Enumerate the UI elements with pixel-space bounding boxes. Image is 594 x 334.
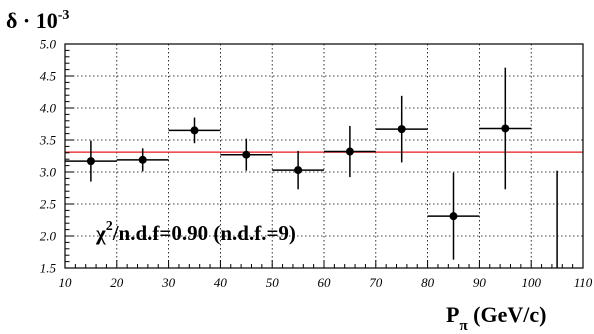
data-point [375, 95, 428, 163]
chi2-annotation: χ2/n.d.f=0.90 (n.d.f.=9) [95, 219, 296, 245]
data-point [272, 150, 324, 190]
y-tick-label: 1.5 [40, 261, 57, 276]
point-marker [242, 150, 251, 159]
y-tick-label: 2.5 [40, 197, 57, 212]
x-axis-label-unit: (GeV/c) [468, 302, 547, 327]
y-axis-label-sup: -3 [58, 8, 70, 23]
x-tick-label: 30 [161, 275, 176, 290]
chi2-annotation-chi: χ [95, 221, 106, 245]
x-axis-label-sub: π [459, 318, 468, 334]
axis-ticks [64, 43, 584, 269]
y-tick-label: 2.0 [40, 229, 57, 244]
point-marker [138, 155, 147, 164]
x-tick-label: 10 [59, 275, 73, 290]
y-tick-labels: 1.5 2.0 2.5 3.0 3.5 4.0 4.5 5.0 [39, 37, 57, 276]
point-marker [190, 126, 199, 135]
x-tick-label: 40 [214, 275, 228, 290]
x-axis-label-text: P [446, 302, 459, 327]
y-tick-label: 4.5 [40, 69, 57, 84]
data-point [479, 67, 532, 190]
y-axis-label: δ · 10-3 [6, 8, 69, 33]
point-marker [345, 147, 354, 156]
data-points [65, 67, 558, 268]
data-point [116, 148, 169, 172]
point-marker [294, 166, 303, 175]
x-axis-label: Pπ (GeV/c) [446, 302, 546, 334]
x-tick-label: 20 [110, 275, 124, 290]
y-tick-label: 3.5 [39, 133, 57, 148]
data-point [324, 125, 376, 178]
x-tick-label: 90 [473, 275, 487, 290]
data-point [168, 117, 221, 144]
chi2-annotation-rest: /n.d.f=0.90 (n.d.f.=9) [112, 221, 296, 245]
x-tick-label: 70 [369, 275, 383, 290]
x-tick-label: 80 [421, 275, 435, 290]
x-tick-label: 100 [521, 275, 541, 290]
x-tick-label: 110 [574, 275, 593, 290]
chi2-annotation-sup: 2 [106, 219, 113, 234]
x-tick-labels: 10 20 30 40 50 60 70 80 90 100 110 [59, 275, 593, 290]
x-tick-label: 50 [266, 275, 280, 290]
data-point [220, 138, 273, 171]
x-tick-label: 60 [318, 275, 332, 290]
y-axis-label-text: δ · 10 [6, 8, 58, 33]
data-point [427, 172, 480, 260]
y-tick-label: 5.0 [40, 37, 57, 52]
point-marker [501, 124, 510, 133]
data-point [65, 140, 117, 182]
point-marker [449, 212, 458, 221]
y-tick-label: 4.0 [40, 101, 57, 116]
y-tick-label: 3.0 [39, 165, 57, 180]
grid [65, 44, 583, 268]
point-marker [86, 157, 95, 166]
point-marker [397, 125, 406, 134]
